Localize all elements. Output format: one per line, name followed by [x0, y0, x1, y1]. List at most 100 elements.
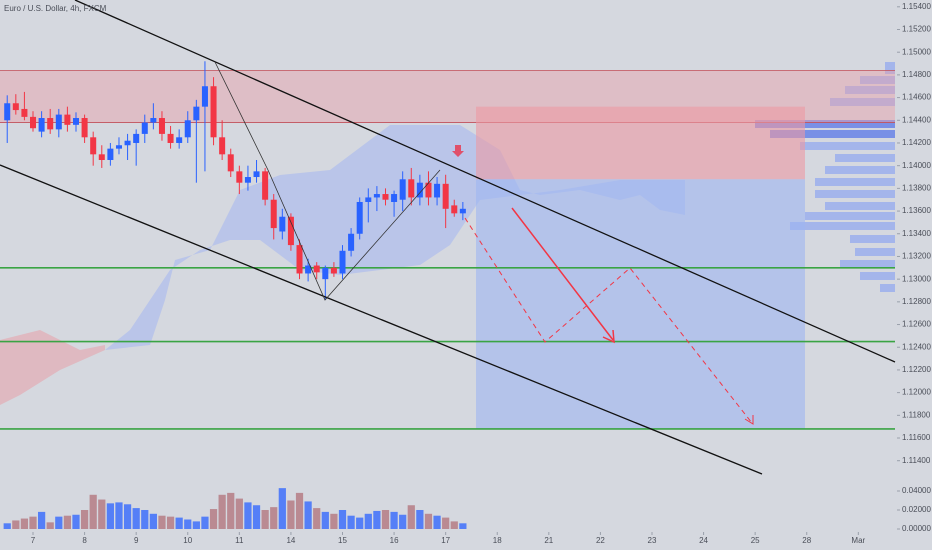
candle-body: [373, 194, 380, 198]
x-tick-label: 28: [802, 536, 811, 545]
candle-body: [382, 194, 389, 200]
candle-body: [442, 183, 449, 209]
candle-body: [330, 267, 337, 274]
v-tick-label: 0.04000: [902, 486, 931, 495]
volume-bar: [330, 513, 338, 529]
volume-bar: [106, 503, 114, 529]
volume-bar: [373, 510, 381, 529]
candle-body: [451, 205, 458, 214]
volume-bar: [55, 516, 63, 529]
volume-bar: [244, 502, 252, 529]
y-tick-label: 1.15400: [902, 2, 931, 11]
volume-bar: [261, 509, 269, 529]
candle-body: [38, 118, 45, 132]
x-tick-label: 14: [286, 536, 295, 545]
volume-bar: [166, 516, 175, 529]
profile-bar: [770, 130, 895, 138]
volume-bar: [347, 515, 355, 529]
x-tick-label: 22: [596, 536, 605, 545]
profile-bar: [815, 178, 895, 186]
chart-title: Euro / U.S. Dollar, 4h, FXCM: [4, 4, 107, 13]
profile-bar: [835, 154, 895, 162]
volume-bar: [158, 515, 166, 529]
candle-body: [124, 140, 131, 146]
zigzag: [214, 61, 441, 301]
candle-body: [219, 137, 226, 155]
candle-body: [201, 86, 208, 107]
profile-bar: [815, 190, 895, 198]
candle-body: [236, 171, 243, 183]
y-tick-label: 1.12000: [902, 388, 931, 397]
candle-body: [408, 179, 415, 198]
projection-head: [744, 415, 754, 425]
y-tick-label: 1.11600: [902, 433, 931, 442]
volume-bar: [450, 521, 458, 529]
x-tick-label: 21: [544, 536, 553, 545]
candle-body: [176, 137, 183, 143]
candle-body: [141, 122, 148, 134]
candle-body: [227, 154, 234, 172]
x-tick-label: 15: [338, 536, 347, 545]
volume-bar: [89, 494, 97, 529]
volume-profile: [755, 62, 895, 292]
candle-body: [296, 245, 303, 274]
projection-path: [464, 217, 753, 424]
candle-body: [184, 120, 191, 138]
candle-body: [244, 177, 251, 183]
x-tick-label: 9: [134, 536, 139, 545]
y-tick-label: 1.12200: [902, 365, 931, 374]
volume-bar: [141, 509, 149, 529]
candle-body: [90, 137, 97, 155]
y-tick-label: 1.15000: [902, 47, 931, 56]
candle-body: [287, 216, 294, 246]
y-tick-label: 1.14400: [902, 115, 931, 124]
candle-body: [158, 118, 165, 134]
candle-body: [47, 118, 54, 130]
v-tick-label: 0.02000: [902, 505, 931, 514]
profile-bar: [845, 86, 895, 94]
y-tick-label: 1.12400: [902, 342, 931, 351]
x-tick-label: 10: [183, 536, 192, 545]
y-tick-label: 1.12800: [902, 297, 931, 306]
volume-bar: [338, 509, 347, 529]
candle-body: [98, 154, 105, 160]
volume-bar: [184, 519, 192, 529]
candle-body: [12, 103, 19, 111]
candle-body: [81, 118, 88, 138]
profile-bar: [885, 62, 895, 74]
x-tick-label: 11: [235, 536, 244, 545]
volume-bar: [38, 511, 46, 529]
overlays: [0, 125, 685, 405]
profile-bar: [860, 76, 895, 84]
channel-lower: [0, 164, 763, 475]
y-tick-label: 1.15200: [902, 25, 931, 34]
candles: [3, 61, 467, 529]
candle-body: [313, 265, 320, 273]
volume-bar: [227, 492, 235, 529]
x-tick-label: 24: [699, 536, 708, 545]
cloud-red: [0, 330, 105, 405]
profile-bar: [850, 235, 895, 243]
channel-upper: [74, 0, 896, 363]
x-tick-label: 16: [390, 536, 399, 545]
candle-body: [348, 233, 355, 251]
candle-body: [322, 267, 329, 280]
y-tick-label: 1.14200: [902, 138, 931, 147]
candle-body: [193, 106, 200, 121]
volume-bar: [218, 494, 226, 529]
y-tick-label: 1.13400: [902, 229, 931, 238]
candle-body: [72, 118, 80, 125]
candle-body: [425, 182, 432, 198]
volume-bar: [235, 498, 243, 529]
target-zone: [476, 179, 805, 429]
volume-bar: [98, 499, 106, 529]
volume-bar: [20, 518, 29, 529]
profile-bar: [825, 166, 895, 174]
y-tick-label: 1.14600: [902, 93, 931, 102]
volume-bar: [304, 501, 312, 529]
candle-body: [305, 265, 312, 274]
levels: [0, 69, 895, 430]
profile-bar: [755, 120, 895, 128]
y-tick-label: 1.13000: [902, 274, 931, 283]
candle-body: [115, 145, 122, 149]
